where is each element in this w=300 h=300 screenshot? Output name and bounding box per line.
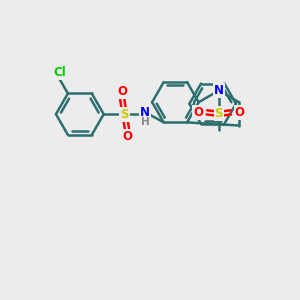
Text: N: N bbox=[140, 106, 150, 119]
Text: Cl: Cl bbox=[53, 66, 66, 79]
Text: S: S bbox=[214, 107, 223, 120]
Text: O: O bbox=[117, 85, 127, 98]
Text: O: O bbox=[235, 106, 245, 119]
Text: O: O bbox=[122, 130, 132, 143]
Text: H: H bbox=[141, 117, 150, 127]
Text: N: N bbox=[214, 84, 224, 97]
Text: S: S bbox=[120, 108, 129, 121]
Text: O: O bbox=[193, 106, 203, 119]
